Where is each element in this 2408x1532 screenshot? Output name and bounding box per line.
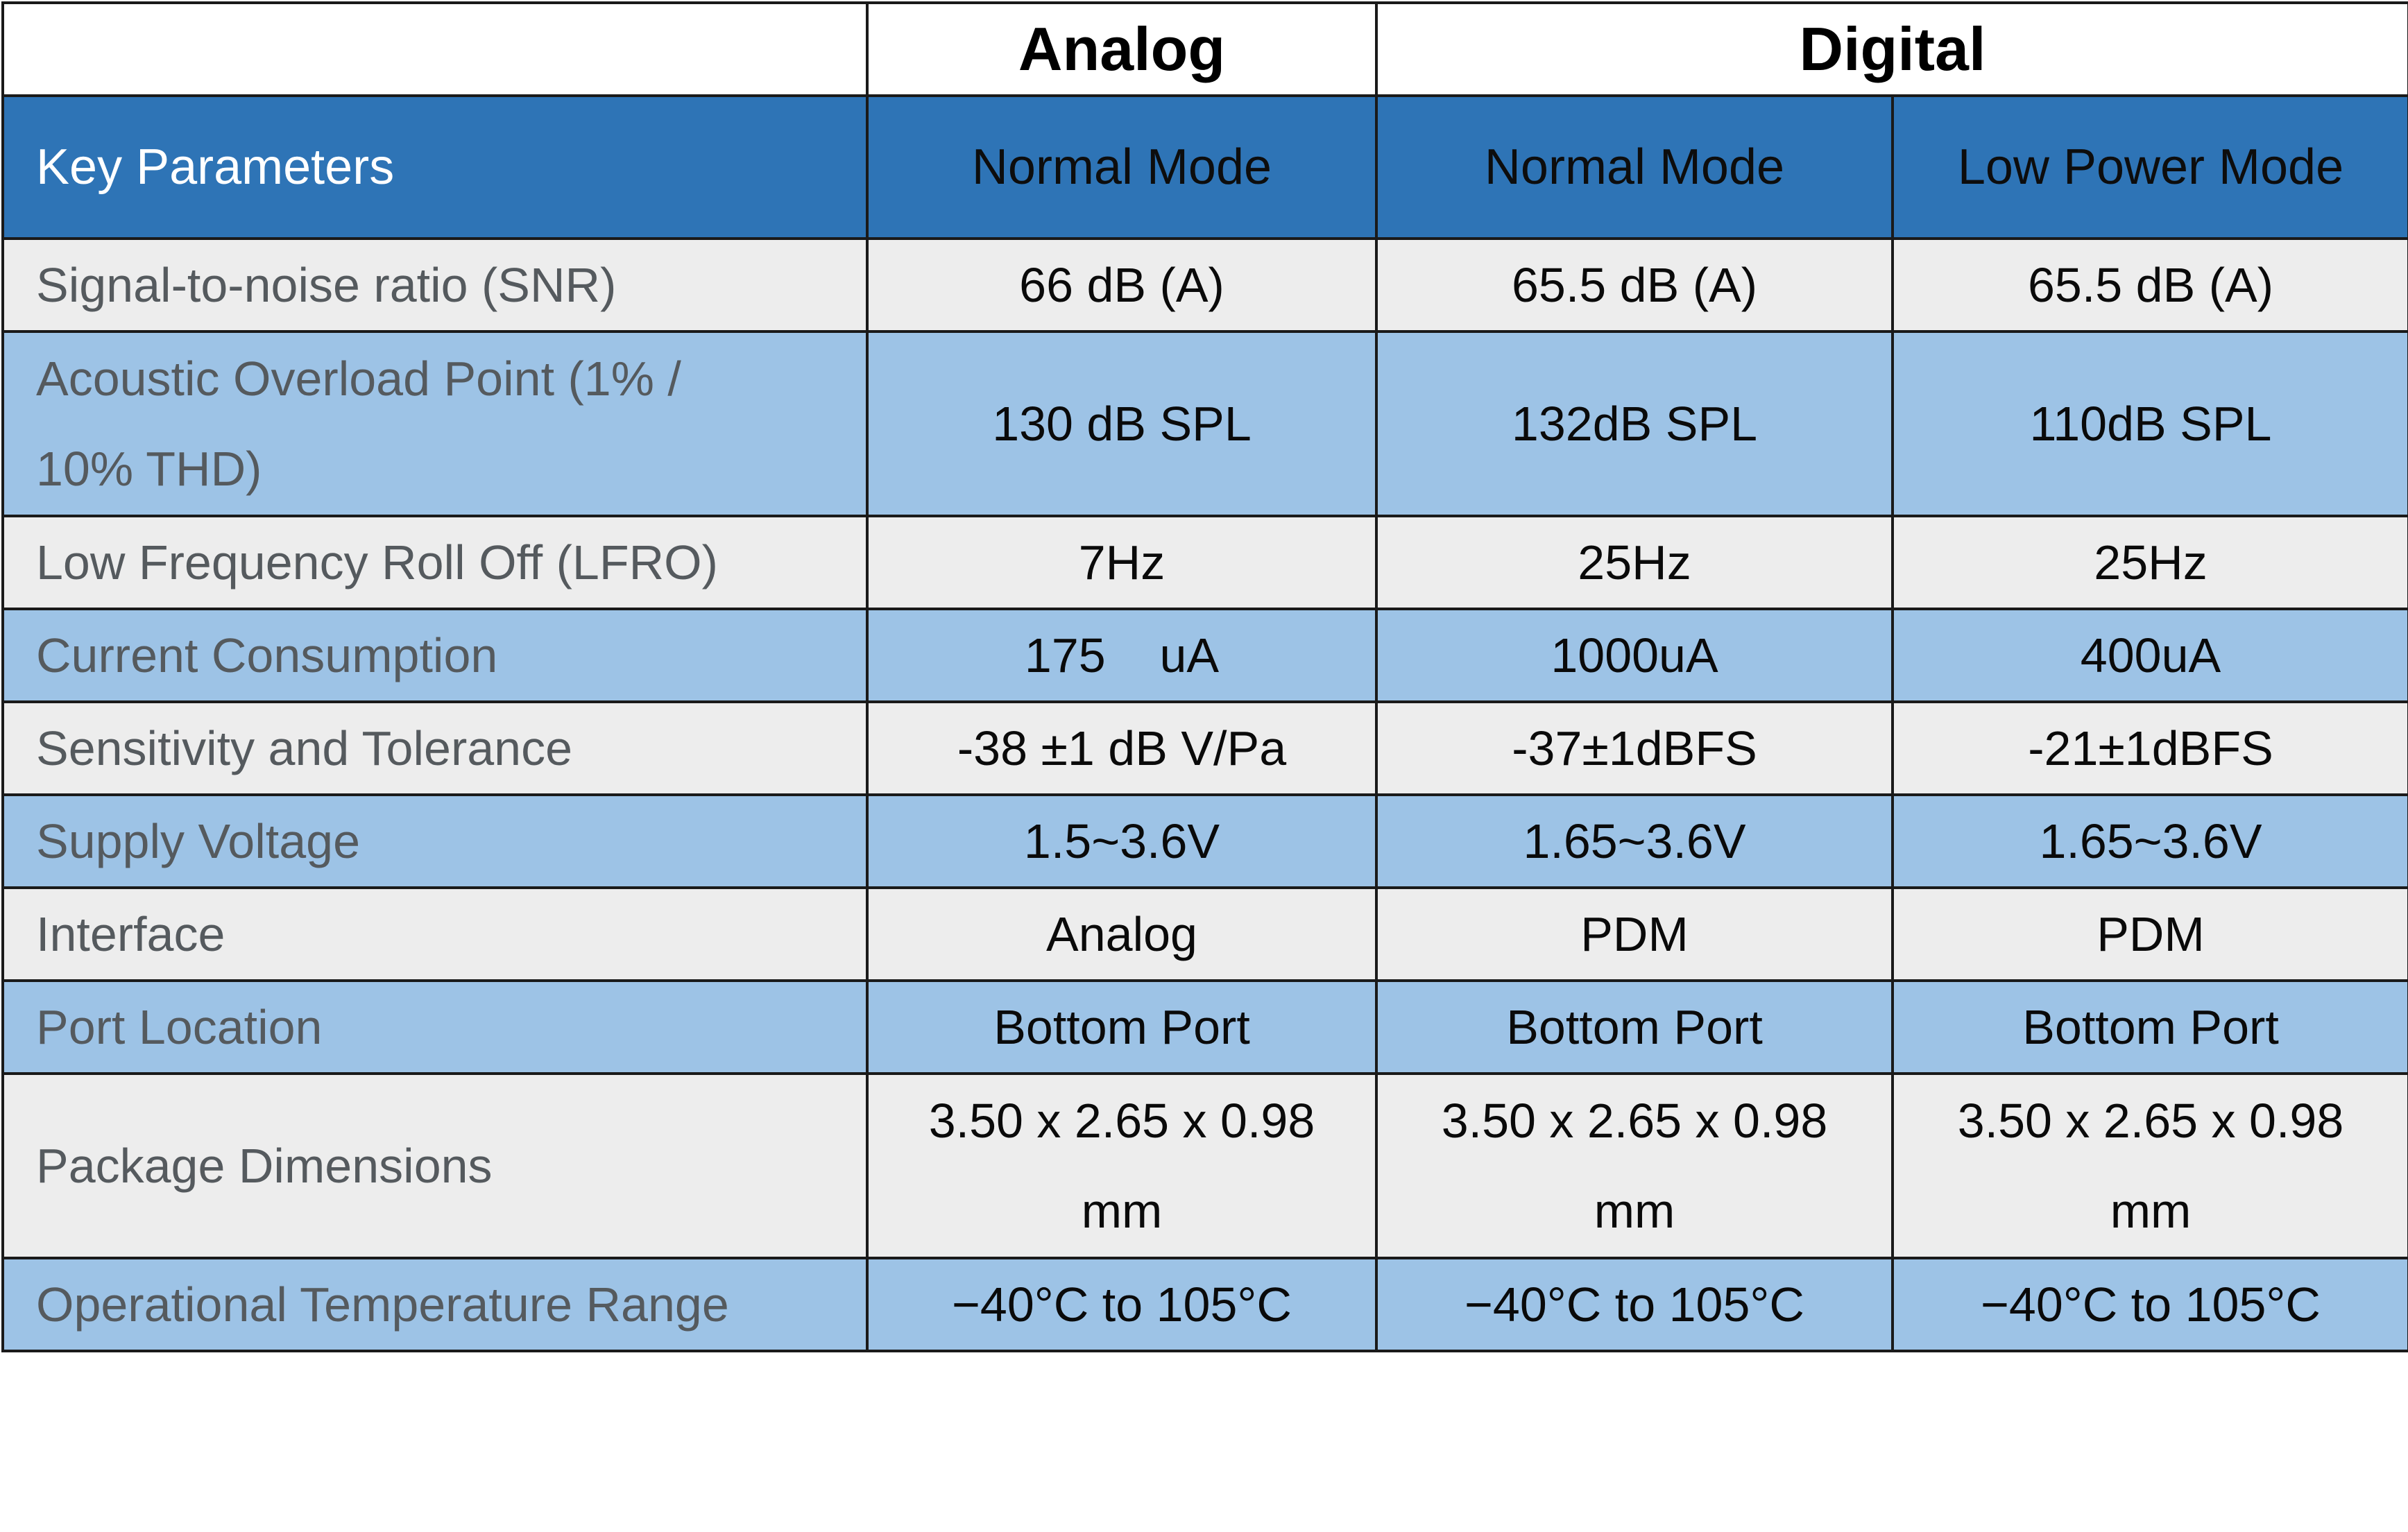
cell-digital-low-power: 1.65~3.6V [1891, 793, 2408, 889]
cell-digital-normal: 3.50 x 2.65 x 0.98 mm [1375, 1072, 1894, 1259]
cell-digital-normal: 1000uA [1375, 608, 1894, 703]
spec-table: Analog Digital Key Parameters Normal Mod… [1, 1, 2408, 1352]
table-row: Acoustic Overload Point (1% / 10% THD) 1… [1, 330, 2408, 517]
group-header-blank [1, 1, 869, 97]
cell-analog-normal: Analog [866, 886, 1378, 982]
column-header-analog-normal: Normal Mode [866, 94, 1378, 240]
cell-analog-normal: 7Hz [866, 515, 1378, 610]
table-row: Operational Temperature Range −40°C to 1… [1, 1257, 2408, 1352]
cell-digital-normal: −40°C to 105°C [1375, 1257, 1894, 1352]
row-label: Acoustic Overload Point (1% / 10% THD) [1, 330, 869, 517]
column-header-digital-normal: Normal Mode [1375, 94, 1894, 240]
column-header-digital-low-power: Low Power Mode [1891, 94, 2408, 240]
row-label: Sensitivity and Tolerance [1, 700, 869, 796]
cell-analog-normal: -38 ±1 dB V/Pa [866, 700, 1378, 796]
cell-digital-normal: 65.5 dB (A) [1375, 237, 1894, 333]
cell-digital-low-power: 110dB SPL [1891, 330, 2408, 517]
cell-digital-low-power: −40°C to 105°C [1891, 1257, 2408, 1352]
cell-digital-normal: 132dB SPL [1375, 330, 1894, 517]
row-label: Interface [1, 886, 869, 982]
table-row: Low Frequency Roll Off (LFRO) 7Hz 25Hz 2… [1, 515, 2408, 610]
table-row: Supply Voltage 1.5~3.6V 1.65~3.6V 1.65~3… [1, 793, 2408, 889]
row-label: Operational Temperature Range [1, 1257, 869, 1352]
cell-analog-normal: 66 dB (A) [866, 237, 1378, 333]
table-row: Current Consumption 175 uA 1000uA 400uA [1, 608, 2408, 703]
cell-digital-normal: 1.65~3.6V [1375, 793, 1894, 889]
row-label: Package Dimensions [1, 1072, 869, 1259]
row-label: Signal-to-noise ratio (SNR) [1, 237, 869, 333]
group-header-digital: Digital [1375, 1, 2408, 97]
cell-analog-normal: 1.5~3.6V [866, 793, 1378, 889]
cell-digital-normal: 25Hz [1375, 515, 1894, 610]
table-row: Interface Analog PDM PDM [1, 886, 2408, 982]
cell-digital-normal: PDM [1375, 886, 1894, 982]
cell-analog-normal: 175 uA [866, 608, 1378, 703]
table-row: Signal-to-noise ratio (SNR) 66 dB (A) 65… [1, 237, 2408, 333]
table-row: Sensitivity and Tolerance -38 ±1 dB V/Pa… [1, 700, 2408, 796]
row-label: Port Location [1, 979, 869, 1075]
cell-analog-normal: 130 dB SPL [866, 330, 1378, 517]
column-header-row: Key Parameters Normal Mode Normal Mode L… [1, 94, 2408, 240]
row-label: Low Frequency Roll Off (LFRO) [1, 515, 869, 610]
cell-digital-low-power: 400uA [1891, 608, 2408, 703]
table-row: Port Location Bottom Port Bottom Port Bo… [1, 979, 2408, 1075]
cell-digital-low-power: 25Hz [1891, 515, 2408, 610]
cell-digital-low-power: -21±1dBFS [1891, 700, 2408, 796]
cell-digital-low-power: 65.5 dB (A) [1891, 237, 2408, 333]
row-label: Supply Voltage [1, 793, 869, 889]
table-row: Package Dimensions 3.50 x 2.65 x 0.98 mm… [1, 1072, 2408, 1259]
cell-analog-normal: 3.50 x 2.65 x 0.98 mm [866, 1072, 1378, 1259]
cell-digital-normal: Bottom Port [1375, 979, 1894, 1075]
cell-digital-low-power: Bottom Port [1891, 979, 2408, 1075]
group-header-analog: Analog [866, 1, 1378, 97]
cell-analog-normal: Bottom Port [866, 979, 1378, 1075]
row-label: Current Consumption [1, 608, 869, 703]
group-header-row: Analog Digital [1, 1, 2408, 97]
cell-digital-low-power: PDM [1891, 886, 2408, 982]
column-header-key-parameters: Key Parameters [1, 94, 869, 240]
cell-analog-normal: −40°C to 105°C [866, 1257, 1378, 1352]
cell-digital-normal: -37±1dBFS [1375, 700, 1894, 796]
cell-digital-low-power: 3.50 x 2.65 x 0.98 mm [1891, 1072, 2408, 1259]
